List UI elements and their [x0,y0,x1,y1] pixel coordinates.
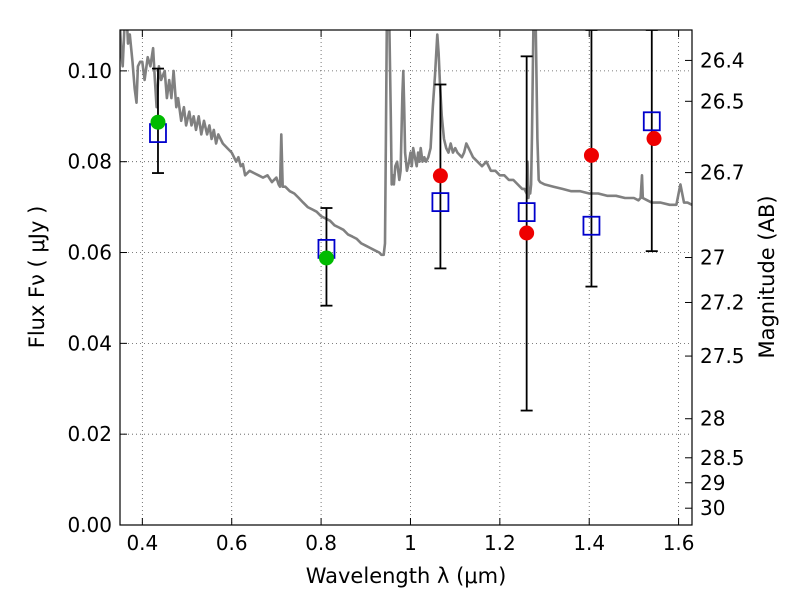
x-tick-label: 1 [404,531,417,555]
x-axis: 0.4 0.6 0.8 1 1.2 1.4 1.6 [126,30,695,555]
plot-background [120,30,692,525]
measured-flux-point [432,168,448,184]
plot-area [120,30,692,412]
model-flux-square [582,215,601,236]
y-tick-label: 0.10 [67,59,112,83]
y-tick-label: 0.08 [67,150,112,174]
model-flux-square [517,202,536,223]
y-axis: 0.00 0.02 0.04 0.06 0.08 0.10 [67,59,127,537]
y2-tick-label: 28.5 [700,446,745,470]
y2-tick-label: 26.4 [700,48,745,72]
y-tick-label: 0.06 [67,241,112,265]
y2-tick-label: 27.2 [700,290,745,314]
x-tick-label: 1.4 [573,531,605,555]
x-tick-label: 0.8 [305,531,337,555]
y2-tick-label: 26.7 [700,161,745,185]
y2-tick-label: 26.5 [700,89,745,113]
y-tick-label: 0.04 [67,331,112,355]
series-layer [120,30,692,412]
measured-flux-point [646,131,662,147]
y2-tick-label: 27 [700,246,725,270]
x-tick-label: 0.4 [126,531,158,555]
model-flux-square [431,192,450,213]
y-axis-label: Flux Fν ( μJy ) [25,206,49,349]
plot-frame [119,29,693,526]
spectrum-line [120,30,692,257]
measured-flux-point [150,114,166,130]
y-tick-label: 0.00 [67,513,112,537]
measured-flux-point [318,250,334,266]
y2-tick-label: 28 [700,407,725,431]
x-tick-label: 1.6 [663,531,695,555]
y2-tick-label: 30 [700,496,725,520]
y2-axis-label: Magnitude (AB) [755,195,779,358]
y2-tick-label: 29 [700,471,725,495]
x-tick-label: 1.2 [484,531,516,555]
model-flux-square [642,111,661,132]
x-tick-label: 0.6 [216,531,248,555]
y-tick-label: 0.02 [67,422,112,446]
x-axis-label: Wavelength λ (μm) [306,564,507,588]
measured-flux-point [583,147,599,163]
measured-flux-point [519,225,535,241]
y2-tick-label: 27.5 [700,344,745,368]
